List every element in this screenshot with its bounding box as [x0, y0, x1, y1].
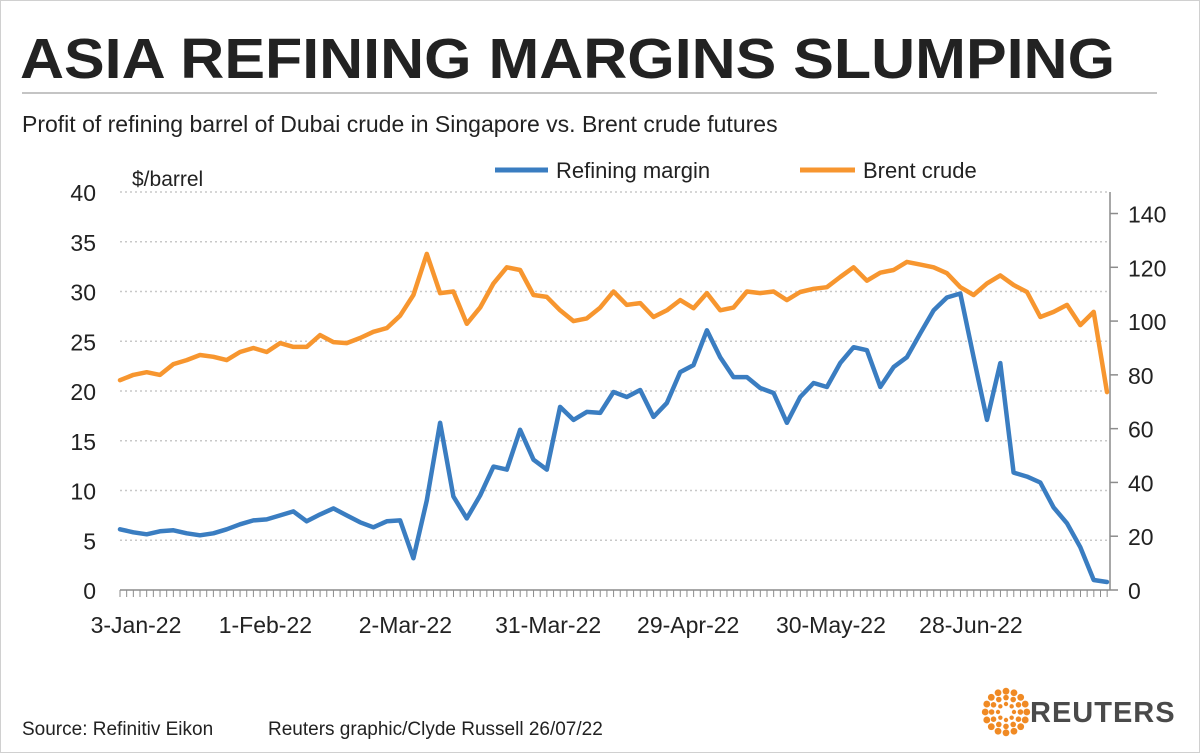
x-tick-label: 30-May-22	[776, 612, 886, 638]
y-axis-label: $/barrel	[132, 168, 203, 191]
logo-dot	[1009, 715, 1014, 720]
y-tick-label: 35	[70, 230, 96, 256]
chart-title: ASIA REFINING MARGINS SLUMPING	[20, 27, 1115, 91]
logo-dot	[1021, 700, 1029, 708]
logo-dot	[1003, 701, 1009, 707]
logo-dot	[1003, 717, 1009, 723]
x-tick-label: 29-Apr-22	[637, 612, 739, 638]
logo-dot	[987, 693, 995, 701]
logo-dot	[983, 700, 991, 708]
logo-dot	[1010, 689, 1018, 697]
y2-tick-label: 60	[1128, 417, 1154, 443]
footer-credit: Reuters graphic/Clyde Russell 26/07/22	[268, 719, 603, 740]
logo-dot	[1023, 708, 1031, 716]
chart-subtitle: Profit of refining barrel of Dubai crude…	[22, 111, 778, 137]
y2-tick-label: 0	[1128, 578, 1141, 604]
legend-refining-label: Refining margin	[556, 158, 710, 183]
logo-dot	[1010, 696, 1016, 703]
brent-crude-line	[117, 251, 1110, 395]
legend-brent-label: Brent crude	[863, 158, 977, 183]
logo-dot	[990, 702, 997, 708]
logo-dot	[988, 709, 995, 715]
logo-dot	[994, 689, 1002, 697]
series-lines	[117, 251, 1110, 585]
reuters-logo-icon	[981, 687, 1031, 737]
logo-dot	[987, 723, 995, 731]
logo-dot	[1003, 694, 1009, 701]
reuters-logo-text: REUTERS	[1030, 697, 1176, 729]
logo-dot	[1010, 727, 1018, 735]
reuters-logo: REUTERS	[981, 687, 1176, 737]
logo-dot	[990, 716, 997, 722]
y-tick-label: 25	[70, 329, 96, 355]
y-axis-right: 0 20 40 60 80 100 120 140	[1109, 192, 1166, 604]
y2-tick-label: 140	[1128, 202, 1166, 228]
x-tick-label: 31-Mar-22	[495, 612, 601, 638]
y-tick-label: 20	[70, 379, 96, 405]
logo-dot	[1015, 716, 1022, 722]
logo-dot	[1010, 721, 1016, 728]
y-tick-label: 10	[70, 479, 96, 505]
logo-dot	[1021, 716, 1029, 724]
logo-dot	[996, 721, 1002, 728]
x-tick-label: 28-Jun-22	[919, 612, 1023, 638]
y2-tick-label: 80	[1128, 363, 1154, 389]
logo-dot	[1017, 693, 1025, 701]
footer-source: Source: Refinitiv Eikon	[22, 719, 213, 740]
y2-tick-label: 120	[1128, 255, 1166, 281]
y-axis-left: 0 5 10 15 20 25 30 35 40	[70, 180, 96, 604]
logo-dot	[998, 715, 1003, 720]
logo-dot	[1002, 687, 1010, 695]
y-tick-label: 40	[70, 180, 96, 206]
logo-dot	[1003, 723, 1009, 730]
logo-dot	[998, 704, 1003, 709]
refining-margin-line	[117, 291, 1110, 585]
y2-tick-label: 100	[1128, 309, 1166, 335]
logo-dot	[981, 708, 989, 716]
logo-dot	[1017, 723, 1025, 731]
x-axis: 3-Jan-22 1-Feb-22 2-Mar-22 31-Mar-22 29-Apr-…	[91, 589, 1110, 638]
x-tick-label: 1-Feb-22	[219, 612, 312, 638]
logo-dot	[1011, 709, 1017, 715]
logo-dot	[1009, 704, 1014, 709]
x-tick-label: 3-Jan-22	[91, 612, 182, 638]
y2-tick-label: 40	[1128, 470, 1154, 496]
y-tick-label: 30	[70, 280, 96, 306]
logo-dot	[1002, 729, 1010, 737]
y-tick-label: 5	[83, 528, 96, 554]
y2-tick-label: 20	[1128, 524, 1154, 550]
y-tick-label: 15	[70, 429, 96, 455]
logo-dot	[983, 716, 991, 724]
legend: Refining margin Brent crude	[495, 158, 977, 183]
logo-dot	[1015, 702, 1022, 708]
logo-dot	[995, 709, 1001, 715]
y-tick-label: 0	[83, 578, 96, 604]
logo-dot	[994, 727, 1002, 735]
logo-dot	[996, 696, 1002, 703]
logo-dot	[1017, 709, 1024, 715]
x-tick-label: 2-Mar-22	[359, 612, 452, 638]
